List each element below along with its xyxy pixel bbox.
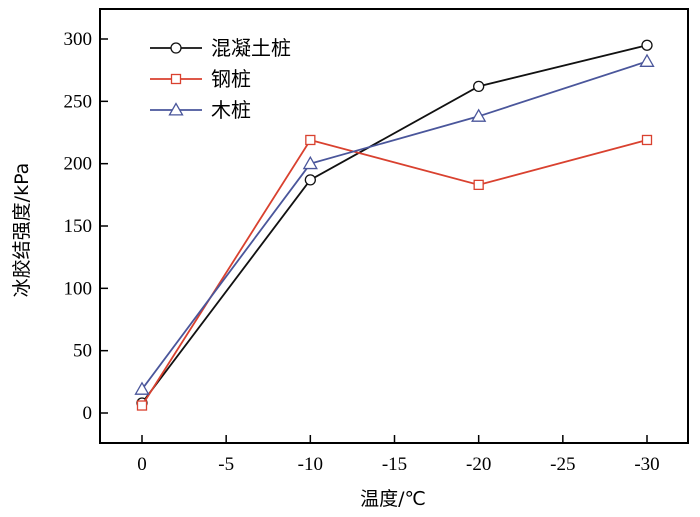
x-tick-label: -5 (218, 454, 234, 475)
x-tick-label: 0 (137, 454, 147, 475)
series-1 (136, 39, 653, 409)
data-point (639, 53, 655, 67)
x-tick-label: -25 (550, 454, 575, 475)
series-line (141, 60, 648, 390)
data-point (302, 155, 318, 170)
data-point (641, 134, 653, 146)
data-point (473, 179, 484, 191)
series-line (141, 138, 648, 407)
y-axis-title: 冰胶结强度/kPa (11, 163, 33, 298)
x-tick-label: -10 (298, 454, 323, 475)
y-tick-label: 300 (64, 29, 93, 50)
data-point (473, 80, 485, 93)
series-line (141, 44, 648, 404)
series-3 (134, 53, 655, 395)
plot-series (134, 39, 655, 411)
data-point (471, 108, 487, 122)
y-tick-label: 250 (64, 91, 93, 112)
x-tick-label: -20 (466, 454, 491, 475)
data-point (641, 39, 653, 51)
data-point (304, 174, 316, 186)
y-tick-label: 50 (73, 341, 92, 362)
x-tick-label: -15 (382, 454, 407, 475)
data-point (305, 134, 316, 146)
y-tick-label: 100 (64, 278, 93, 299)
data-point (136, 400, 148, 411)
legend-marker (170, 73, 182, 85)
legend-label: 混凝土桩 (211, 36, 291, 60)
legend-item: 木桩 (150, 98, 251, 122)
series-2 (136, 134, 653, 411)
legend-item: 混凝土桩 (150, 36, 291, 60)
axes: 0 50 100 150 200 250 300 0 -5 -10 -15 -20 -25 -30 (64, 8, 689, 475)
plot-frame (99, 8, 689, 444)
legend-item: 钢桩 (150, 67, 251, 91)
y-tick-label: 150 (64, 216, 93, 237)
legend-marker (168, 102, 184, 116)
data-point (134, 381, 150, 395)
x-tick-label: -30 (634, 454, 659, 475)
y-tick-label: 200 (64, 154, 93, 175)
legend-label: 钢桩 (211, 67, 251, 91)
legend-label: 木桩 (211, 98, 251, 122)
y-tick-label: 0 (83, 403, 93, 424)
legend-marker (170, 42, 182, 54)
x-axis-title: 温度/℃ (360, 488, 426, 510)
